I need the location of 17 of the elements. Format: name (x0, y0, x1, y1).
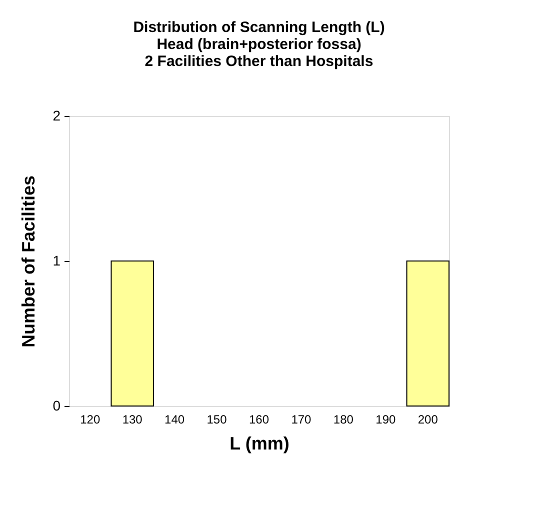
y-axis-title: Number of Facilities (18, 175, 39, 348)
y-tick-label: 1 (52, 252, 61, 268)
x-axis-title: L (mm) (230, 434, 290, 454)
x-tick-label: 150 (206, 412, 228, 426)
text: Distribution of Scanning Length (L) (133, 19, 385, 36)
x-tick-label: 160 (248, 412, 270, 426)
y-tick-label: 2 (52, 108, 61, 124)
y-tick-label: 0 (52, 398, 61, 414)
x-tick-label: 190 (376, 412, 396, 426)
x-tick-label: 120 (80, 412, 100, 426)
x-tick-label: 180 (333, 412, 354, 426)
text: 2 Facilities Other than Hospitals (144, 53, 374, 70)
text: Head (brain+posterior fossa) (156, 36, 362, 53)
x-tick-label: 140 (164, 412, 185, 426)
x-tick-label: 130 (122, 412, 143, 426)
x-tick-label: 200 (418, 412, 438, 426)
x-tick-label: 170 (291, 412, 312, 426)
